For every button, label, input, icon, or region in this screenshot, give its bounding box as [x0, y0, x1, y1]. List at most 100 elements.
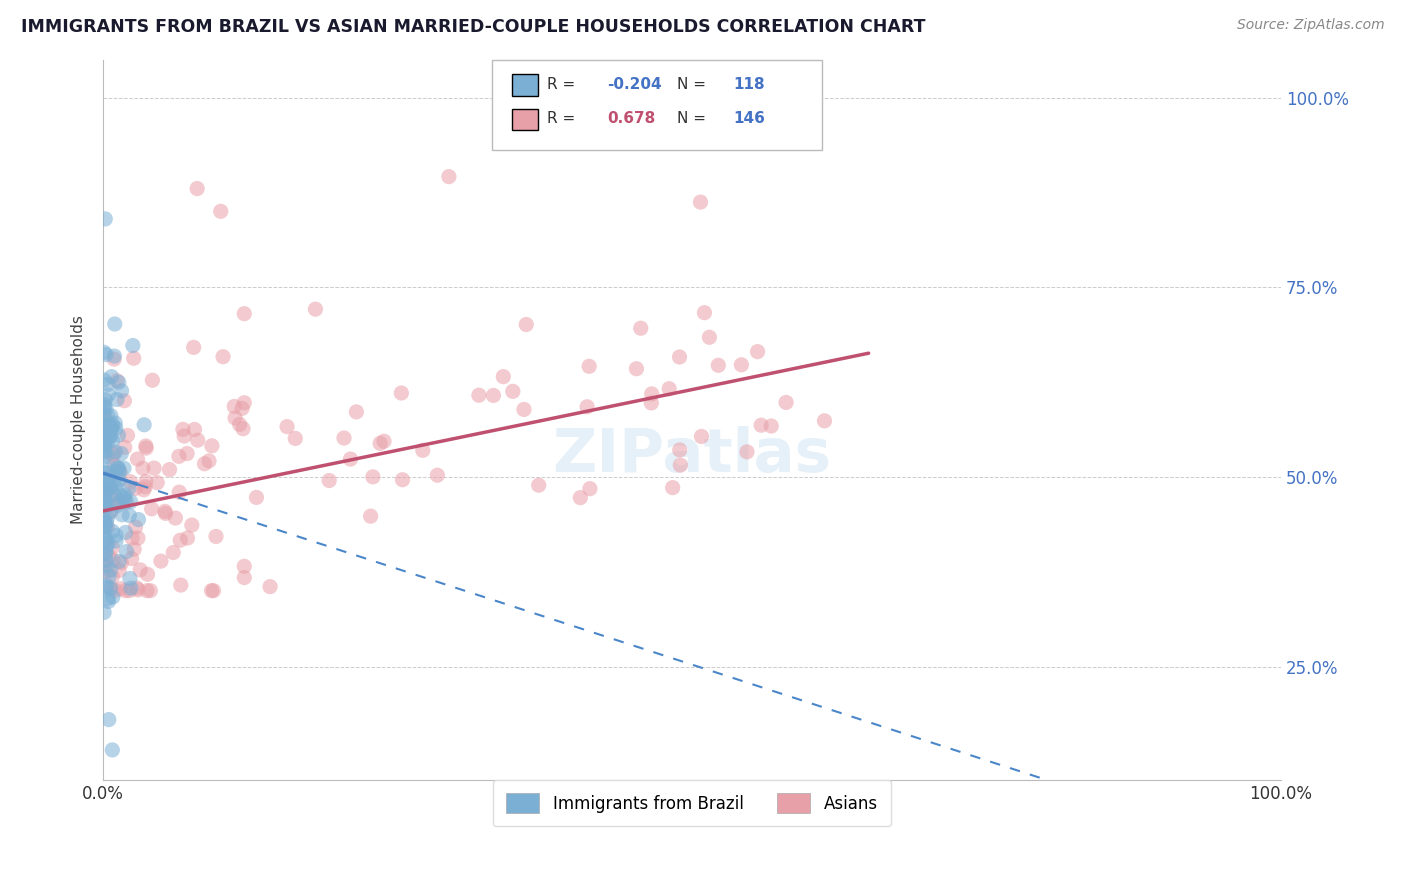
Point	[176, 531, 198, 545]
Point	[344, 405, 367, 419]
Point	[93, 442, 115, 457]
Point	[135, 475, 157, 489]
Point	[93, 477, 115, 491]
Point	[93, 529, 115, 543]
FancyBboxPatch shape	[492, 60, 821, 150]
Point	[141, 501, 163, 516]
Point	[187, 433, 209, 447]
Point	[120, 494, 142, 508]
Point	[569, 491, 592, 505]
Point	[93, 499, 115, 513]
Point	[172, 422, 194, 436]
Point	[426, 468, 449, 483]
Text: R =: R =	[547, 77, 581, 92]
Point	[120, 475, 142, 489]
Point	[103, 349, 125, 363]
Point	[318, 474, 340, 488]
Point	[96, 558, 118, 572]
Point	[224, 400, 246, 414]
Text: 118: 118	[733, 77, 765, 92]
Point	[96, 421, 118, 435]
Point	[699, 330, 721, 344]
Point	[118, 583, 141, 598]
Point	[110, 582, 132, 596]
Point	[120, 581, 142, 595]
Point	[122, 542, 145, 557]
Point	[146, 475, 169, 490]
Point	[93, 606, 115, 620]
Point	[775, 395, 797, 409]
Point	[127, 512, 149, 526]
Text: ZIPatlas: ZIPatlas	[553, 426, 831, 485]
Point	[97, 594, 120, 608]
Point	[132, 483, 155, 497]
Point	[93, 525, 115, 540]
Point	[101, 541, 124, 555]
Point	[93, 465, 115, 479]
Point	[231, 401, 253, 416]
Point	[761, 419, 783, 434]
Point	[162, 545, 184, 559]
Point	[693, 306, 716, 320]
Point	[94, 401, 117, 416]
Point	[96, 418, 118, 433]
Point	[94, 417, 117, 431]
Point	[115, 544, 138, 558]
Point	[93, 439, 115, 453]
Point	[97, 483, 120, 497]
Point	[641, 387, 664, 401]
Point	[110, 384, 132, 398]
Point	[93, 519, 115, 533]
Point	[94, 544, 117, 558]
Point	[100, 505, 122, 519]
Point	[115, 494, 138, 508]
Point	[103, 477, 125, 491]
Point	[94, 436, 117, 450]
Point	[101, 434, 124, 448]
Point	[93, 398, 115, 412]
Point	[93, 400, 115, 414]
Point	[108, 496, 131, 510]
Point	[749, 418, 772, 433]
Point	[201, 439, 224, 453]
Point	[121, 531, 143, 545]
Point	[101, 524, 124, 539]
Point	[143, 461, 166, 475]
Point	[361, 470, 384, 484]
Point	[127, 452, 149, 467]
Point	[389, 386, 412, 401]
Point	[183, 422, 205, 436]
Point	[707, 359, 730, 373]
Point	[100, 369, 122, 384]
Point	[114, 441, 136, 455]
Point	[97, 419, 120, 434]
Point	[94, 485, 117, 500]
Point	[412, 443, 434, 458]
Point	[110, 447, 132, 461]
Point	[124, 482, 146, 496]
Point	[98, 424, 121, 438]
Point	[96, 533, 118, 547]
Point	[96, 540, 118, 554]
Point	[186, 181, 208, 195]
Point	[135, 441, 157, 455]
Point	[93, 558, 115, 572]
Point	[108, 473, 131, 487]
FancyBboxPatch shape	[512, 74, 537, 95]
Point	[101, 448, 124, 462]
Point	[259, 580, 281, 594]
Point	[94, 547, 117, 561]
Text: N =: N =	[676, 112, 710, 126]
Point	[97, 463, 120, 477]
Point	[101, 417, 124, 432]
Point	[94, 425, 117, 440]
Point	[576, 400, 599, 414]
Point	[141, 373, 163, 387]
Point	[118, 572, 141, 586]
Point	[228, 417, 250, 432]
Point	[94, 493, 117, 508]
Point	[93, 512, 115, 526]
Point	[111, 489, 134, 503]
Point	[93, 373, 115, 387]
Point	[94, 392, 117, 407]
